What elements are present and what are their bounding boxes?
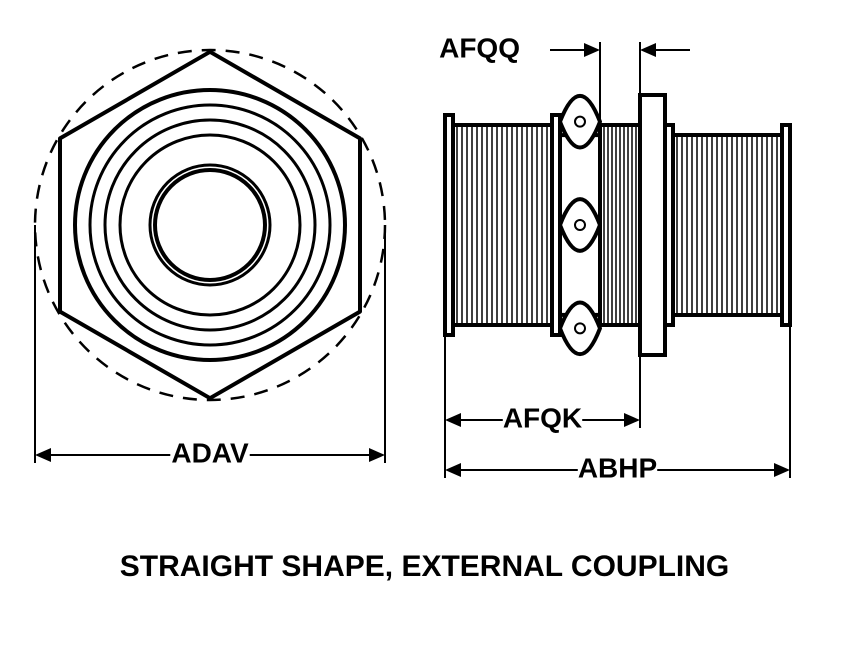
diagram-page: ADAV AFQQ AFQK ABHP STRAIGHT SHAPE, EXTERNA… [0, 0, 849, 645]
svg-text:AFQQ: AFQQ [439, 32, 520, 63]
svg-text:ADAV: ADAV [171, 437, 249, 468]
svg-text:ABHP: ABHP [578, 452, 657, 483]
technical-drawing: ADAV AFQQ AFQK ABHP [0, 0, 849, 645]
svg-text:AFQK: AFQK [503, 402, 582, 433]
figure-title: STRAIGHT SHAPE, EXTERNAL COUPLING [0, 550, 849, 584]
